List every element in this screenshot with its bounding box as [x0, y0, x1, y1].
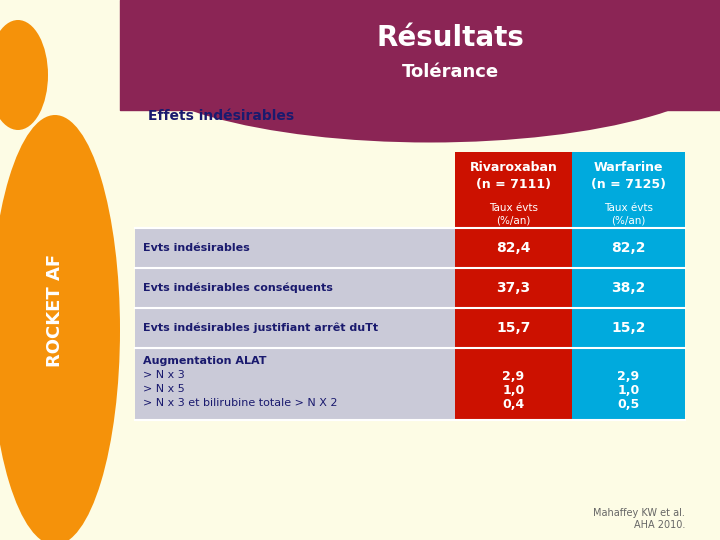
Text: 82,4: 82,4	[496, 241, 531, 255]
Text: Taux évts
(%/an): Taux évts (%/an)	[489, 203, 538, 225]
FancyBboxPatch shape	[572, 348, 685, 420]
Text: > N x 3: > N x 3	[143, 370, 185, 380]
Text: Effets indésirables: Effets indésirables	[148, 109, 294, 123]
Text: 37,3: 37,3	[496, 281, 531, 295]
Text: Rivaroxaban
(n = 7111): Rivaroxaban (n = 7111)	[469, 161, 557, 191]
Text: 15,7: 15,7	[496, 321, 531, 335]
FancyBboxPatch shape	[455, 200, 572, 228]
Text: Evts indésirables: Evts indésirables	[143, 243, 250, 253]
Text: Evts indésirables justifiant arrêt duTt: Evts indésirables justifiant arrêt duTt	[143, 323, 378, 333]
FancyBboxPatch shape	[135, 228, 455, 268]
Text: 1,0: 1,0	[503, 384, 525, 397]
FancyBboxPatch shape	[572, 268, 685, 308]
Text: Résultats: Résultats	[376, 24, 524, 52]
Text: Warfarine
(n = 7125): Warfarine (n = 7125)	[591, 161, 666, 191]
FancyBboxPatch shape	[135, 308, 455, 348]
Text: 82,2: 82,2	[611, 241, 646, 255]
FancyBboxPatch shape	[455, 228, 572, 268]
Text: 0,4: 0,4	[503, 398, 525, 411]
Text: 15,2: 15,2	[611, 321, 646, 335]
Ellipse shape	[0, 115, 120, 540]
FancyBboxPatch shape	[455, 348, 572, 420]
Text: Augmentation ALAT: Augmentation ALAT	[143, 356, 266, 366]
Text: > N x 5: > N x 5	[143, 384, 185, 394]
Text: ROCKET AF: ROCKET AF	[46, 253, 64, 367]
Text: 2,9: 2,9	[618, 370, 639, 383]
Text: 1,0: 1,0	[617, 384, 639, 397]
Text: Tolérance: Tolérance	[402, 63, 498, 81]
Text: Taux évts
(%/an): Taux évts (%/an)	[604, 203, 653, 225]
Text: 2,9: 2,9	[503, 370, 525, 383]
Text: 0,5: 0,5	[617, 398, 639, 411]
Text: 38,2: 38,2	[611, 281, 646, 295]
FancyBboxPatch shape	[135, 268, 455, 308]
FancyBboxPatch shape	[455, 308, 572, 348]
FancyBboxPatch shape	[135, 348, 455, 420]
FancyBboxPatch shape	[572, 152, 685, 200]
Text: > N x 3 et bilirubine totale > N X 2: > N x 3 et bilirubine totale > N X 2	[143, 398, 338, 408]
FancyBboxPatch shape	[572, 200, 685, 228]
FancyBboxPatch shape	[455, 268, 572, 308]
Text: Mahaffey KW et al.
AHA 2010.: Mahaffey KW et al. AHA 2010.	[593, 508, 685, 530]
Ellipse shape	[0, 20, 48, 130]
FancyBboxPatch shape	[572, 228, 685, 268]
Ellipse shape	[120, 0, 720, 143]
FancyBboxPatch shape	[455, 152, 572, 200]
FancyBboxPatch shape	[572, 308, 685, 348]
Text: Evts indésirables conséquents: Evts indésirables conséquents	[143, 283, 333, 293]
